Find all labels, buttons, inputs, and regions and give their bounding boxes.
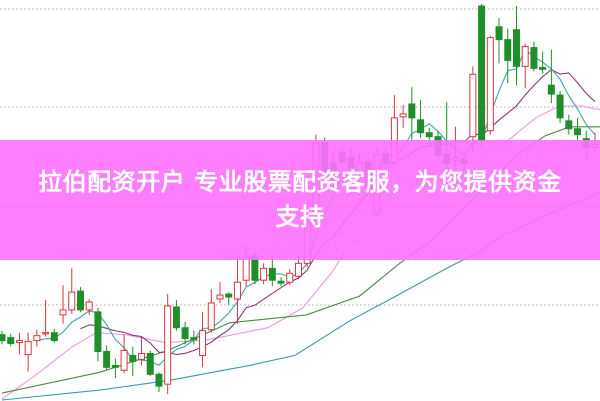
candle-down — [155, 373, 163, 387]
candle-down — [225, 293, 233, 298]
banner-text-line1: 拉伯配资开户 专业股票配资客服，为您提供资金 — [38, 168, 562, 196]
candle-up — [15, 340, 23, 344]
candle-down — [268, 267, 276, 281]
candle-down — [277, 280, 285, 284]
candle-up — [33, 335, 41, 342]
candle-up — [42, 332, 50, 335]
candle-down — [495, 26, 503, 41]
candle-up — [85, 301, 93, 311]
candle-down — [129, 354, 137, 362]
banner-text-line2: 支持 — [275, 203, 325, 231]
candle-down — [417, 119, 425, 134]
candle-up — [138, 352, 146, 360]
candle-down — [111, 364, 119, 368]
candle-up — [469, 73, 477, 138]
candle-up — [486, 37, 494, 132]
candle-up — [164, 305, 172, 385]
candle-up — [521, 46, 529, 67]
candle-up — [233, 281, 241, 300]
candle-down — [76, 290, 84, 311]
candle-down — [190, 337, 198, 341]
candle-down — [7, 337, 15, 345]
candle-down — [530, 47, 538, 69]
candle-up — [120, 350, 128, 371]
candle-up — [207, 302, 215, 331]
candle-down — [425, 132, 433, 138]
candle-down — [181, 327, 189, 340]
candle-down — [0, 334, 6, 342]
candle-up — [216, 294, 224, 300]
candle-down — [574, 128, 582, 136]
candle-up — [199, 330, 207, 356]
candle-up — [24, 341, 32, 355]
candle-down — [565, 120, 573, 130]
candle-down — [539, 66, 547, 70]
candle-down — [103, 350, 111, 368]
candle-up — [294, 262, 302, 277]
candle-down — [547, 84, 555, 95]
candle-down — [556, 94, 564, 119]
promo-banner: 拉伯配资开户 专业股票配资客服，为您提供资金 支持 — [0, 140, 600, 260]
candle-up — [59, 309, 67, 316]
candle-down — [172, 306, 180, 329]
candle-down — [504, 39, 512, 61]
candle-down — [94, 311, 102, 352]
candle-down — [408, 103, 416, 119]
candle-up — [286, 272, 294, 283]
candle-down — [50, 332, 58, 342]
candle-down — [146, 352, 154, 375]
candle-down — [478, 5, 486, 142]
candle-down — [512, 29, 520, 67]
candle-up — [260, 267, 268, 281]
candle-up — [242, 256, 250, 281]
candle-up — [68, 291, 76, 311]
candle-up — [399, 113, 407, 118]
